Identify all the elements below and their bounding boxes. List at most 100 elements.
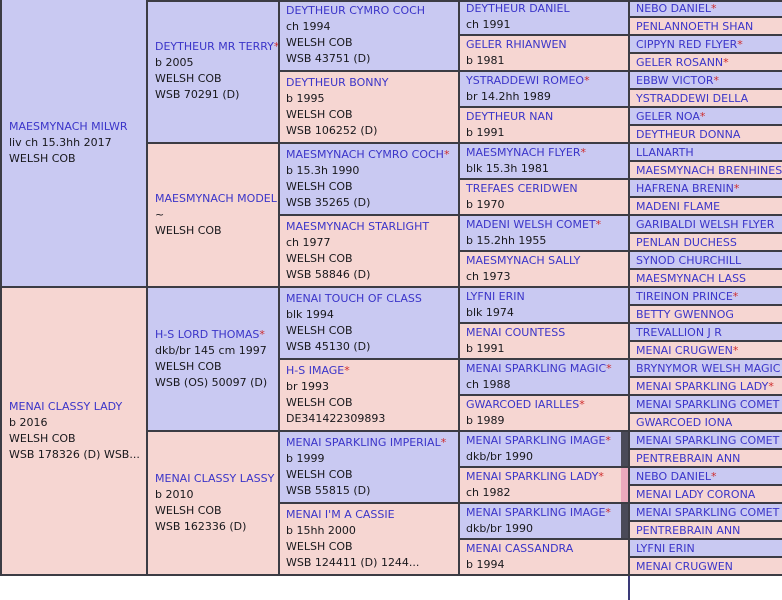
scrollbar-strip[interactable] (621, 432, 628, 466)
horse-name-link[interactable]: TIREINON PRINCE (636, 289, 733, 303)
horse-name-link[interactable]: DEYTHEUR DONNA (636, 127, 741, 141)
horse-name-link[interactable]: HAFRENA BRENIN (636, 181, 734, 195)
horse-name-link[interactable]: GWARCOED IONA (636, 415, 733, 429)
horse-name-link[interactable]: MAESMYNACH MILWR (9, 120, 128, 133)
horse-name-line: MAESMYNACH FLYER* (466, 145, 628, 161)
scrollbar-strip[interactable] (621, 468, 628, 502)
horse-name-link[interactable]: MENAI SPARKLING IMAGE (466, 434, 606, 447)
horse-name-link[interactable]: MENAI COUNTESS (466, 326, 566, 339)
horse-detail: WELSH COB (286, 180, 353, 193)
horse-name-link[interactable]: PENLANNOETH SHAN (636, 19, 754, 33)
horse-name-link[interactable]: MENAI I'M A CASSIE (286, 508, 395, 521)
horse-name-link[interactable]: MENAI CLASSY LASSY (155, 472, 275, 485)
pedigree-cell: MAESMYNACH SALLY ch 1973 (460, 252, 628, 286)
horse-name-link[interactable]: GELER NOA (636, 109, 700, 123)
horse-detail: ~ (155, 208, 165, 221)
pedigree-cell: GARIBALDI WELSH FLYER (630, 216, 782, 232)
horse-name-link[interactable]: H-S LORD THOMAS (155, 328, 260, 341)
horse-name-link[interactable]: YSTRADDEWI ROMEO (466, 74, 585, 87)
horse-name-line: PENLAN DUCHESS (636, 236, 737, 249)
horse-name-link[interactable]: MAESMYNACH LASS (636, 271, 747, 285)
star-marker: * (259, 328, 265, 341)
pedigree-cell: GWARCOED IONA (630, 414, 782, 430)
horse-name-line: MENAI COUNTESS (466, 325, 628, 341)
horse-name-line: MENAI SPARKLING IMAGE* (466, 433, 628, 449)
horse-name-link[interactable]: PENTREBRAIN ANN (636, 523, 741, 537)
horse-name-link[interactable]: PENLAN DUCHESS (636, 235, 737, 249)
horse-name-link[interactable]: MENAI TOUCH OF CLASS (286, 292, 422, 305)
horse-name-link[interactable]: DEYTHEUR CYMRO COCH (286, 4, 426, 17)
horse-name-link[interactable]: MENAI CRUGWEN (636, 559, 733, 573)
horse-detail: WELSH COB (286, 540, 353, 553)
horse-name-link[interactable]: EBBW VICTOR (636, 73, 714, 87)
horse-name-link[interactable]: MADENI FLAME (636, 199, 721, 213)
pedigree-cell: MENAI CLASSY LADY b 2016 WELSH COB WSB 1783… (2, 288, 146, 574)
horse-name-link[interactable]: GELER RHIANWEN (466, 38, 567, 51)
horse-name-link[interactable]: BETTY GWENNOG (636, 307, 734, 321)
horse-detail: ch 1973 (466, 269, 511, 283)
horse-name-link[interactable]: MAESMYNACH MODEL (155, 192, 277, 205)
horse-name-link[interactable]: NEBO DANIEL (636, 1, 712, 15)
horse-name-link[interactable]: DEYTHEUR BONNY (286, 76, 389, 89)
horse-name-link[interactable]: MAESMYNACH BRENHINES (636, 163, 782, 177)
horse-name-link[interactable]: MAESMYNACH CYMRO COCH (286, 148, 444, 161)
horse-name-line: PENTREBRAIN ANN (636, 524, 740, 537)
horse-name-link[interactable]: GWARCOED IARLLES (466, 398, 580, 411)
horse-name-link[interactable]: H-S IMAGE (286, 364, 345, 377)
horse-name-link[interactable]: TREVALLION J R (636, 325, 722, 339)
horse-name-link[interactable]: YSTRADDEWI DELLA (636, 91, 749, 105)
horse-name-line: DEYTHEUR DONNA (636, 128, 740, 141)
horse-name-link[interactable]: LYFNI ERIN (636, 541, 695, 555)
horse-name-link[interactable]: MENAI SPARKLING COMET (636, 397, 780, 411)
horse-name-link[interactable]: TREFAES CERIDWEN (466, 182, 578, 195)
star-marker: * (274, 40, 278, 53)
horse-name-link[interactable]: MAESMYNACH FLYER (466, 146, 581, 159)
horse-detail: WELSH COB (155, 72, 222, 85)
horse-name-link[interactable]: MENAI SPARKLING IMPERIAL (286, 436, 441, 449)
pedigree-cell: MENAI CASSANDRA b 1994 (460, 540, 628, 574)
horse-name-link[interactable]: MAESMYNACH STARLIGHT (286, 220, 430, 233)
horse-name-link[interactable]: DEYTHEUR DANIEL (466, 2, 570, 15)
horse-name-link[interactable]: NEBO DANIEL (636, 469, 712, 483)
horse-name-link[interactable]: MAESMYNACH SALLY (466, 254, 581, 267)
horse-name-link[interactable]: MADENI WELSH COMET (466, 218, 596, 231)
pedigree-cell: SYNOD CHURCHILL (630, 252, 782, 268)
horse-name-link[interactable]: MENAI SPARKLING MAGIC (466, 362, 607, 375)
horse-name-line: MADENI WELSH COMET* (466, 217, 628, 233)
star-marker: * (606, 362, 612, 375)
star-marker: * (732, 289, 739, 303)
horse-name-link[interactable]: CIPPYN RED FLYER (636, 37, 738, 51)
horse-detail: WELSH COB (155, 360, 222, 373)
horse-name-link[interactable]: PENTREBRAIN ANN (636, 451, 741, 465)
horse-detail: br 1993 (286, 380, 329, 393)
horse-detail: b 1989 (466, 413, 505, 427)
pedigree-cell: MENAI SPARKLING MAGIC* ch 1988 (460, 360, 628, 394)
horse-detail: WELSH COB (286, 36, 353, 49)
horse-name-link[interactable]: LLANARTH (636, 145, 694, 159)
horse-name-link[interactable]: MENAI SPARKLING LADY (466, 470, 599, 483)
horse-name-link[interactable]: MENAI SPARKLING COMET (636, 505, 780, 519)
horse-name-link[interactable]: MENAI SPARKLING LADY (636, 379, 769, 393)
horse-name-link[interactable]: GELER ROSANN (636, 55, 724, 69)
horse-name-link[interactable]: DEYTHEUR NAN (466, 110, 554, 123)
horse-detail: ch 1977 (286, 236, 331, 249)
horse-name-link[interactable]: SYNOD CHURCHILL (636, 253, 742, 267)
star-marker: * (711, 469, 717, 483)
horse-detail: WSB 58846 (D) (286, 268, 371, 281)
scrollbar-strip[interactable] (621, 504, 628, 538)
horse-name-link[interactable]: GARIBALDI WELSH FLYER (636, 217, 775, 231)
horse-name-link[interactable]: MENAI SPARKLING IMAGE (466, 506, 606, 519)
horse-name-link[interactable]: DEYTHEUR MR TERRY (155, 40, 274, 53)
horse-name-link[interactable]: MENAI CRUGWEN (636, 343, 733, 357)
horse-name-line: MENAI SPARKLING IMAGE* (466, 505, 628, 521)
horse-name-link[interactable]: MENAI SPARKLING COMET (636, 433, 780, 447)
horse-name-link[interactable]: MENAI CASSANDRA (466, 542, 574, 555)
horse-name-link[interactable]: BRYNYMOR WELSH MAGIC (636, 361, 781, 375)
horse-name-link[interactable]: LYFNI ERIN (466, 290, 525, 303)
star-marker: * (584, 74, 590, 87)
horse-name-link[interactable]: MENAI LADY CORONA (636, 487, 756, 501)
below-table-line (628, 576, 630, 600)
pedigree-cell: GELER NOA* (630, 108, 782, 124)
horse-name-link[interactable]: MENAI CLASSY LADY (9, 400, 123, 413)
